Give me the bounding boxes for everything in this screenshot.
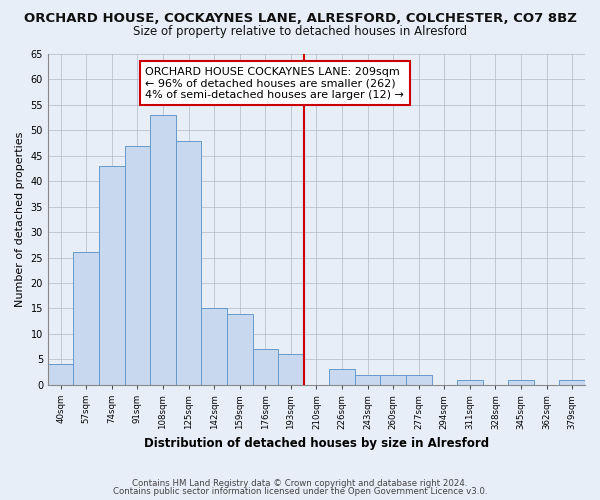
Bar [559, 380, 585, 385]
Text: Size of property relative to detached houses in Alresford: Size of property relative to detached ho… [133, 25, 467, 38]
Bar [329, 370, 355, 385]
Bar [202, 308, 227, 385]
Bar [73, 252, 99, 385]
Bar [278, 354, 304, 385]
Bar [508, 380, 534, 385]
Text: ORCHARD HOUSE COCKAYNES LANE: 209sqm
← 96% of detached houses are smaller (262)
: ORCHARD HOUSE COCKAYNES LANE: 209sqm ← 9… [145, 66, 404, 100]
Bar [406, 374, 431, 385]
Text: Contains HM Land Registry data © Crown copyright and database right 2024.: Contains HM Land Registry data © Crown c… [132, 478, 468, 488]
Bar [253, 349, 278, 385]
Bar [48, 364, 73, 385]
Text: Contains public sector information licensed under the Open Government Licence v3: Contains public sector information licen… [113, 487, 487, 496]
Y-axis label: Number of detached properties: Number of detached properties [15, 132, 25, 307]
Bar [457, 380, 482, 385]
Bar [99, 166, 125, 385]
Bar [176, 140, 202, 385]
Text: ORCHARD HOUSE, COCKAYNES LANE, ALRESFORD, COLCHESTER, CO7 8BZ: ORCHARD HOUSE, COCKAYNES LANE, ALRESFORD… [23, 12, 577, 26]
Bar [150, 115, 176, 385]
X-axis label: Distribution of detached houses by size in Alresford: Distribution of detached houses by size … [144, 437, 489, 450]
Bar [380, 374, 406, 385]
Bar [355, 374, 380, 385]
Bar [125, 146, 150, 385]
Bar [227, 314, 253, 385]
